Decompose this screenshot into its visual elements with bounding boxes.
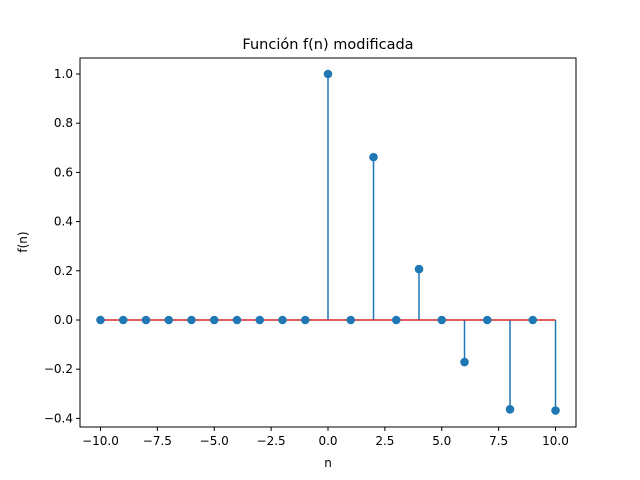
x-tick-label: 7.5 (489, 434, 508, 448)
stem-marker-12 (369, 152, 378, 162)
stem-marker-13 (391, 315, 401, 325)
x-axis: −10.0 −7.5 −5.0 −2.5 0.0 2.5 5.0 7.5 10.0 (82, 427, 569, 448)
stem-marker-18 (505, 404, 515, 414)
y-tick-label: −0.4 (44, 411, 73, 425)
stem-marker-15 (437, 315, 447, 325)
stem-marker-14 (414, 264, 424, 274)
stem-marker-19 (528, 315, 538, 325)
stem-marker-20 (551, 406, 560, 415)
stem-marker-5 (209, 315, 219, 325)
stem-marker-10 (323, 69, 333, 79)
y-tick-label: 0.2 (54, 264, 73, 278)
stem-marker-6 (232, 315, 242, 325)
stem-marker-9 (300, 315, 310, 325)
x-tick-label: −10.0 (82, 434, 119, 448)
stem-marker-2 (141, 315, 151, 325)
stem-marker-3 (164, 315, 174, 325)
y-tick-label: 0.6 (54, 165, 73, 179)
x-tick-label: 2.5 (375, 434, 394, 448)
plot-area (96, 69, 560, 415)
y-tick-label: 1.0 (54, 67, 73, 81)
stem-marker-4 (187, 315, 196, 325)
x-tick-label: 10.0 (542, 434, 569, 448)
stem-marker-16 (460, 357, 469, 367)
y-axis: −0.4 −0.2 0.0 0.2 0.4 0.6 0.8 1.0 (44, 67, 80, 425)
chart-title: Función f(n) modificada (242, 37, 413, 53)
y-tick-label: 0.0 (54, 313, 73, 327)
x-tick-label: 0.0 (318, 434, 337, 448)
y-axis-label: f(n) (16, 231, 30, 252)
x-tick-label: 5.0 (432, 434, 451, 448)
stem-marker-17 (482, 315, 492, 325)
x-tick-label: −7.5 (143, 434, 172, 448)
y-tick-label: −0.2 (44, 362, 73, 376)
y-tick-label: 0.4 (54, 215, 73, 229)
stem-marker-8 (278, 315, 287, 325)
stem-marker-0 (96, 315, 105, 325)
stem-marker-7 (255, 315, 265, 325)
x-axis-label: n (324, 456, 332, 470)
x-tick-label: −5.0 (200, 434, 229, 448)
stem-marker-1 (118, 315, 128, 325)
x-tick-label: −2.5 (257, 434, 286, 448)
stem-marker-11 (346, 315, 356, 325)
y-tick-label: 0.8 (54, 116, 73, 130)
